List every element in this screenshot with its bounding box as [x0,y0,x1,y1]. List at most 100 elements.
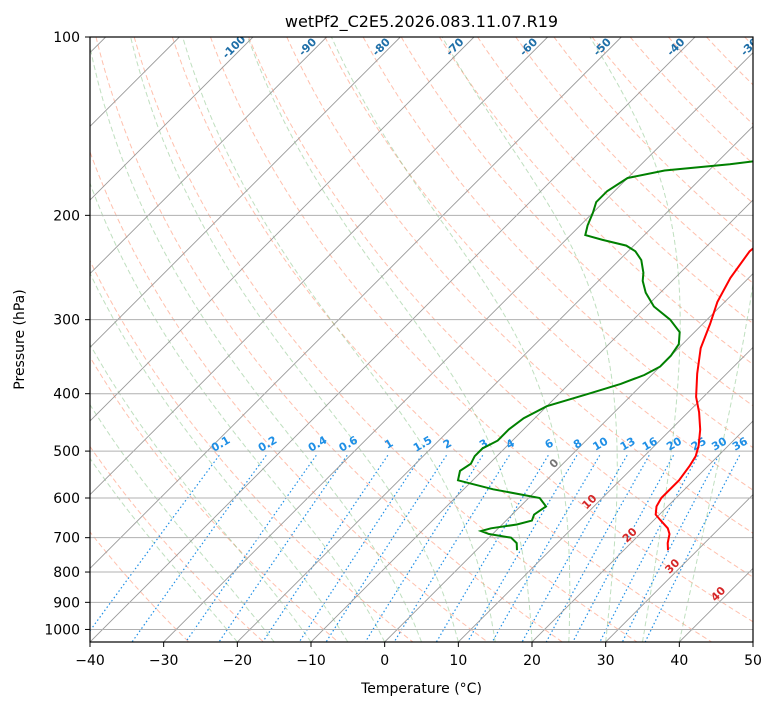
dry-adiabat [706,37,753,86]
dry-adiabat [515,37,753,284]
x-tick-label: 30 [597,653,615,669]
moist-adiabat [90,457,238,642]
mixing-ratio-label: 4 [504,436,517,451]
y-tick-label: 800 [53,565,80,581]
isotherm-label: -30 [738,35,761,58]
isotherm-line [90,37,696,642]
moist-adiabat [90,272,349,642]
y-tick-label: 300 [53,313,80,329]
isotherm-line [90,37,548,496]
moist-adiabat [330,37,571,642]
mixing-ratio-line [364,454,484,642]
y-tick-label: 500 [53,444,80,460]
plot-grid [90,37,753,642]
mixing-ratio-line [185,454,317,642]
moist-adiabat [589,37,681,642]
dry-adiabat [668,37,753,125]
mixing-ratio-line [621,455,720,642]
mixing-ratio-label: 3 [477,437,490,452]
dry-adiabat [133,37,638,642]
dry-adiabat [744,37,753,47]
isotherm-label: 40 [708,584,728,604]
x-axis-label: Temperature (°C) [360,681,482,697]
y-tick-label: 700 [53,531,80,547]
isotherm-line [90,37,327,275]
x-tick-label: 50 [744,653,762,669]
mixing-ratio-line [599,455,699,642]
y-tick-label: 400 [53,387,80,403]
isotherm-line [163,52,753,642]
moist-adiabat [130,37,459,642]
dry-adiabat [90,150,488,642]
x-tick-label: 20 [523,653,541,669]
moist-adiabat [441,37,618,642]
dry-adiabat [90,445,264,642]
dry-adiabat [438,37,753,365]
x-tick-label: 40 [670,653,688,669]
isotherm-label: -50 [591,35,614,58]
y-tick-label: 100 [53,30,80,46]
x-tick-label: 0 [380,653,389,669]
dry-adiabat [210,37,753,623]
isotherm-line [752,641,753,642]
mixing-ratio-line [262,454,389,642]
moist-adiabat [90,343,312,642]
isotherm-line [90,37,475,422]
dewpoint-line [456,160,753,551]
dry-adiabat [324,37,753,491]
mixing-ratio-line [218,454,348,642]
x-tick-label: −20 [223,653,253,669]
isotherm-line [237,125,753,642]
x-tick-label: −30 [149,653,179,669]
mixing-ratio-label: 6 [543,436,556,451]
moist-adiabat [90,403,275,642]
dry-adiabat [90,259,414,642]
moist-adiabat [678,281,753,642]
mixing-ratio-label: 2 [441,437,454,452]
temperature-line [654,247,753,551]
y-tick-label: 200 [53,208,80,224]
mixing-ratio-line [545,455,650,642]
x-tick-label: −40 [75,653,105,669]
dry-adiabat [553,37,753,244]
isotherm-line [531,420,753,642]
mixing-ratio-line [90,454,220,632]
isotherm-line [679,567,753,642]
dry-adiabat [591,37,753,204]
dry-adiabat [95,37,563,642]
y-tick-label: 600 [53,491,80,507]
mixing-ratio-line [435,454,549,642]
moist-adiabat [90,44,422,642]
isotherm-line [90,37,401,348]
chart-title: wetPf2_C2E5.2026.083.11.07.R19 [285,12,558,32]
dry-adiabat [400,37,753,407]
mixing-ratio-line [491,454,601,642]
mixing-ratio-line [131,454,267,642]
isotherm-line [310,199,753,642]
isotherm-line [458,346,753,642]
mixing-ratio-line [521,454,628,642]
x-tick-label: −10 [296,653,326,669]
mixing-ratio-line [325,454,448,642]
sounding-lines [456,160,753,551]
isotherm-line [90,37,622,569]
dry-adiabat [171,37,712,642]
plot-frame [89,36,754,643]
moist-adiabat [182,37,496,642]
isotherm-label: -60 [517,35,540,58]
dry-adiabat [286,37,753,534]
mixing-ratio-line [393,454,510,642]
isotherm-label: -70 [443,35,466,58]
mixing-ratio-line [298,454,423,642]
moist-adiabat [90,181,386,642]
isotherm-line [605,494,753,642]
mixing-ratio-line [466,454,578,642]
y-axis-label: Pressure (hPa) [12,289,28,389]
isotherm-line [384,273,753,642]
y-tick-label: 900 [53,595,80,611]
isotherm-label: -90 [296,35,319,58]
moist-adiabat [247,37,533,642]
dry-adiabat [629,37,753,165]
mixing-ratio-line [644,455,741,642]
